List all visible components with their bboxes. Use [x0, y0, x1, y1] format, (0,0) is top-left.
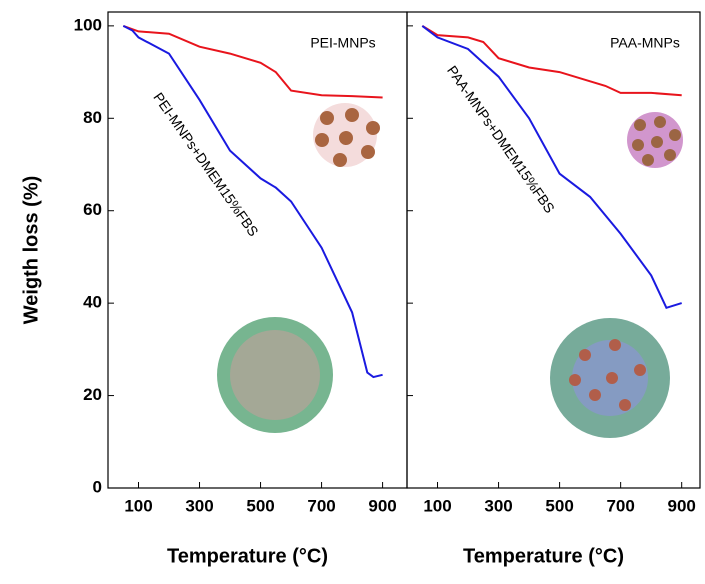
particle-illustrations	[217, 103, 683, 438]
x-tick-label: 500	[246, 496, 274, 515]
x-axis-label: Temperature (°C)	[463, 545, 624, 567]
y-tick-label: 40	[83, 293, 102, 312]
x-tick-label: 700	[307, 496, 335, 515]
x-tick-label: 300	[484, 496, 512, 515]
x-tick-label: 300	[185, 496, 213, 515]
data-line	[122, 25, 383, 379]
particle-cloud	[217, 317, 333, 433]
annotation: PAA-MNPs	[610, 35, 680, 51]
x-axis-label: Temperature (°C)	[167, 545, 328, 567]
data-line	[122, 24, 383, 99]
y-tick-label: 80	[83, 108, 102, 127]
y-tick-label: 60	[83, 200, 102, 219]
plot-frame	[406, 11, 701, 489]
x-tick-label: 500	[545, 496, 573, 515]
x-tick-label: 900	[668, 496, 696, 515]
x-tick-label: 100	[124, 496, 152, 515]
y-tick-label: 100	[74, 15, 102, 34]
annotation: PEI-MNPs	[310, 35, 375, 51]
y-axis-label: Weigth loss (%)	[20, 176, 42, 325]
data-line	[421, 25, 682, 97]
y-tick-label: 20	[83, 385, 102, 404]
data-line	[421, 25, 682, 310]
x-tick-label: 900	[368, 496, 396, 515]
y-tick-label: 0	[93, 477, 102, 496]
x-tick-label: 100	[423, 496, 451, 515]
x-tick-label: 700	[606, 496, 634, 515]
